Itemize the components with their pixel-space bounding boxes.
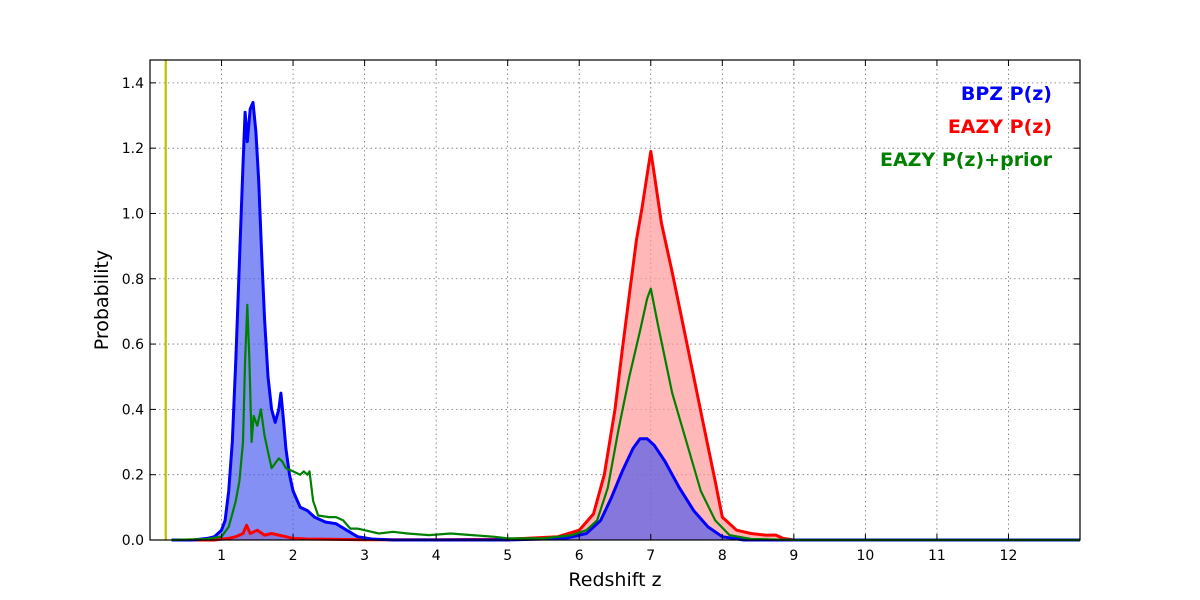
series-fill-0 [171, 102, 1080, 541]
series-line-1 [171, 149, 1080, 542]
plot-frame [149, 59, 1081, 541]
y-tick-label: 1.0 [122, 206, 144, 222]
y-tick-label: 0.0 [122, 533, 144, 549]
x-tick-label: 8 [718, 548, 727, 564]
y-tick-label: 0.2 [122, 468, 144, 484]
x-axis-label: Redshift z [568, 569, 661, 591]
y-tick-label: 0.8 [122, 272, 144, 288]
x-tick-label: 4 [432, 548, 441, 564]
y-tick-label: 0.4 [122, 402, 144, 418]
x-tick-label: 2 [289, 548, 298, 564]
legend-entry-eazy-prior: EAZY P(z)+prior [880, 149, 1053, 171]
x-tick-label: 11 [928, 548, 946, 564]
series-lines [171, 100, 1080, 542]
x-tick-label: 10 [856, 548, 874, 564]
legend-entry-eazy: EAZY P(z) [948, 116, 1052, 138]
x-tick-label: 6 [575, 548, 584, 564]
x-tick-label: 1 [217, 548, 226, 564]
y-tick-label: 0.6 [122, 337, 144, 353]
series-fill-1 [171, 151, 1080, 540]
x-tick-label: 12 [1000, 548, 1018, 564]
legend: BPZ P(z) EAZY P(z) EAZY P(z)+prior [880, 83, 1053, 171]
y-tick-label: 1.2 [122, 141, 144, 157]
x-tick-label: 3 [360, 548, 369, 564]
x-tick-label: 7 [646, 548, 655, 564]
series-fills [171, 102, 1080, 541]
x-tick-label: 9 [789, 548, 798, 564]
series-line-2 [171, 287, 1080, 542]
axis-ticks: 1 2 3 4 5 6 7 8 9 10 11 120.00.20.40.60.81.01.21.4 [122, 60, 1080, 564]
x-tick-label: 5 [503, 548, 512, 564]
y-tick-label: 1.4 [122, 76, 144, 92]
y-axis-label: Probability [91, 250, 113, 350]
series-line-0 [171, 100, 1080, 542]
legend-entry-bpz: BPZ P(z) [961, 83, 1052, 105]
